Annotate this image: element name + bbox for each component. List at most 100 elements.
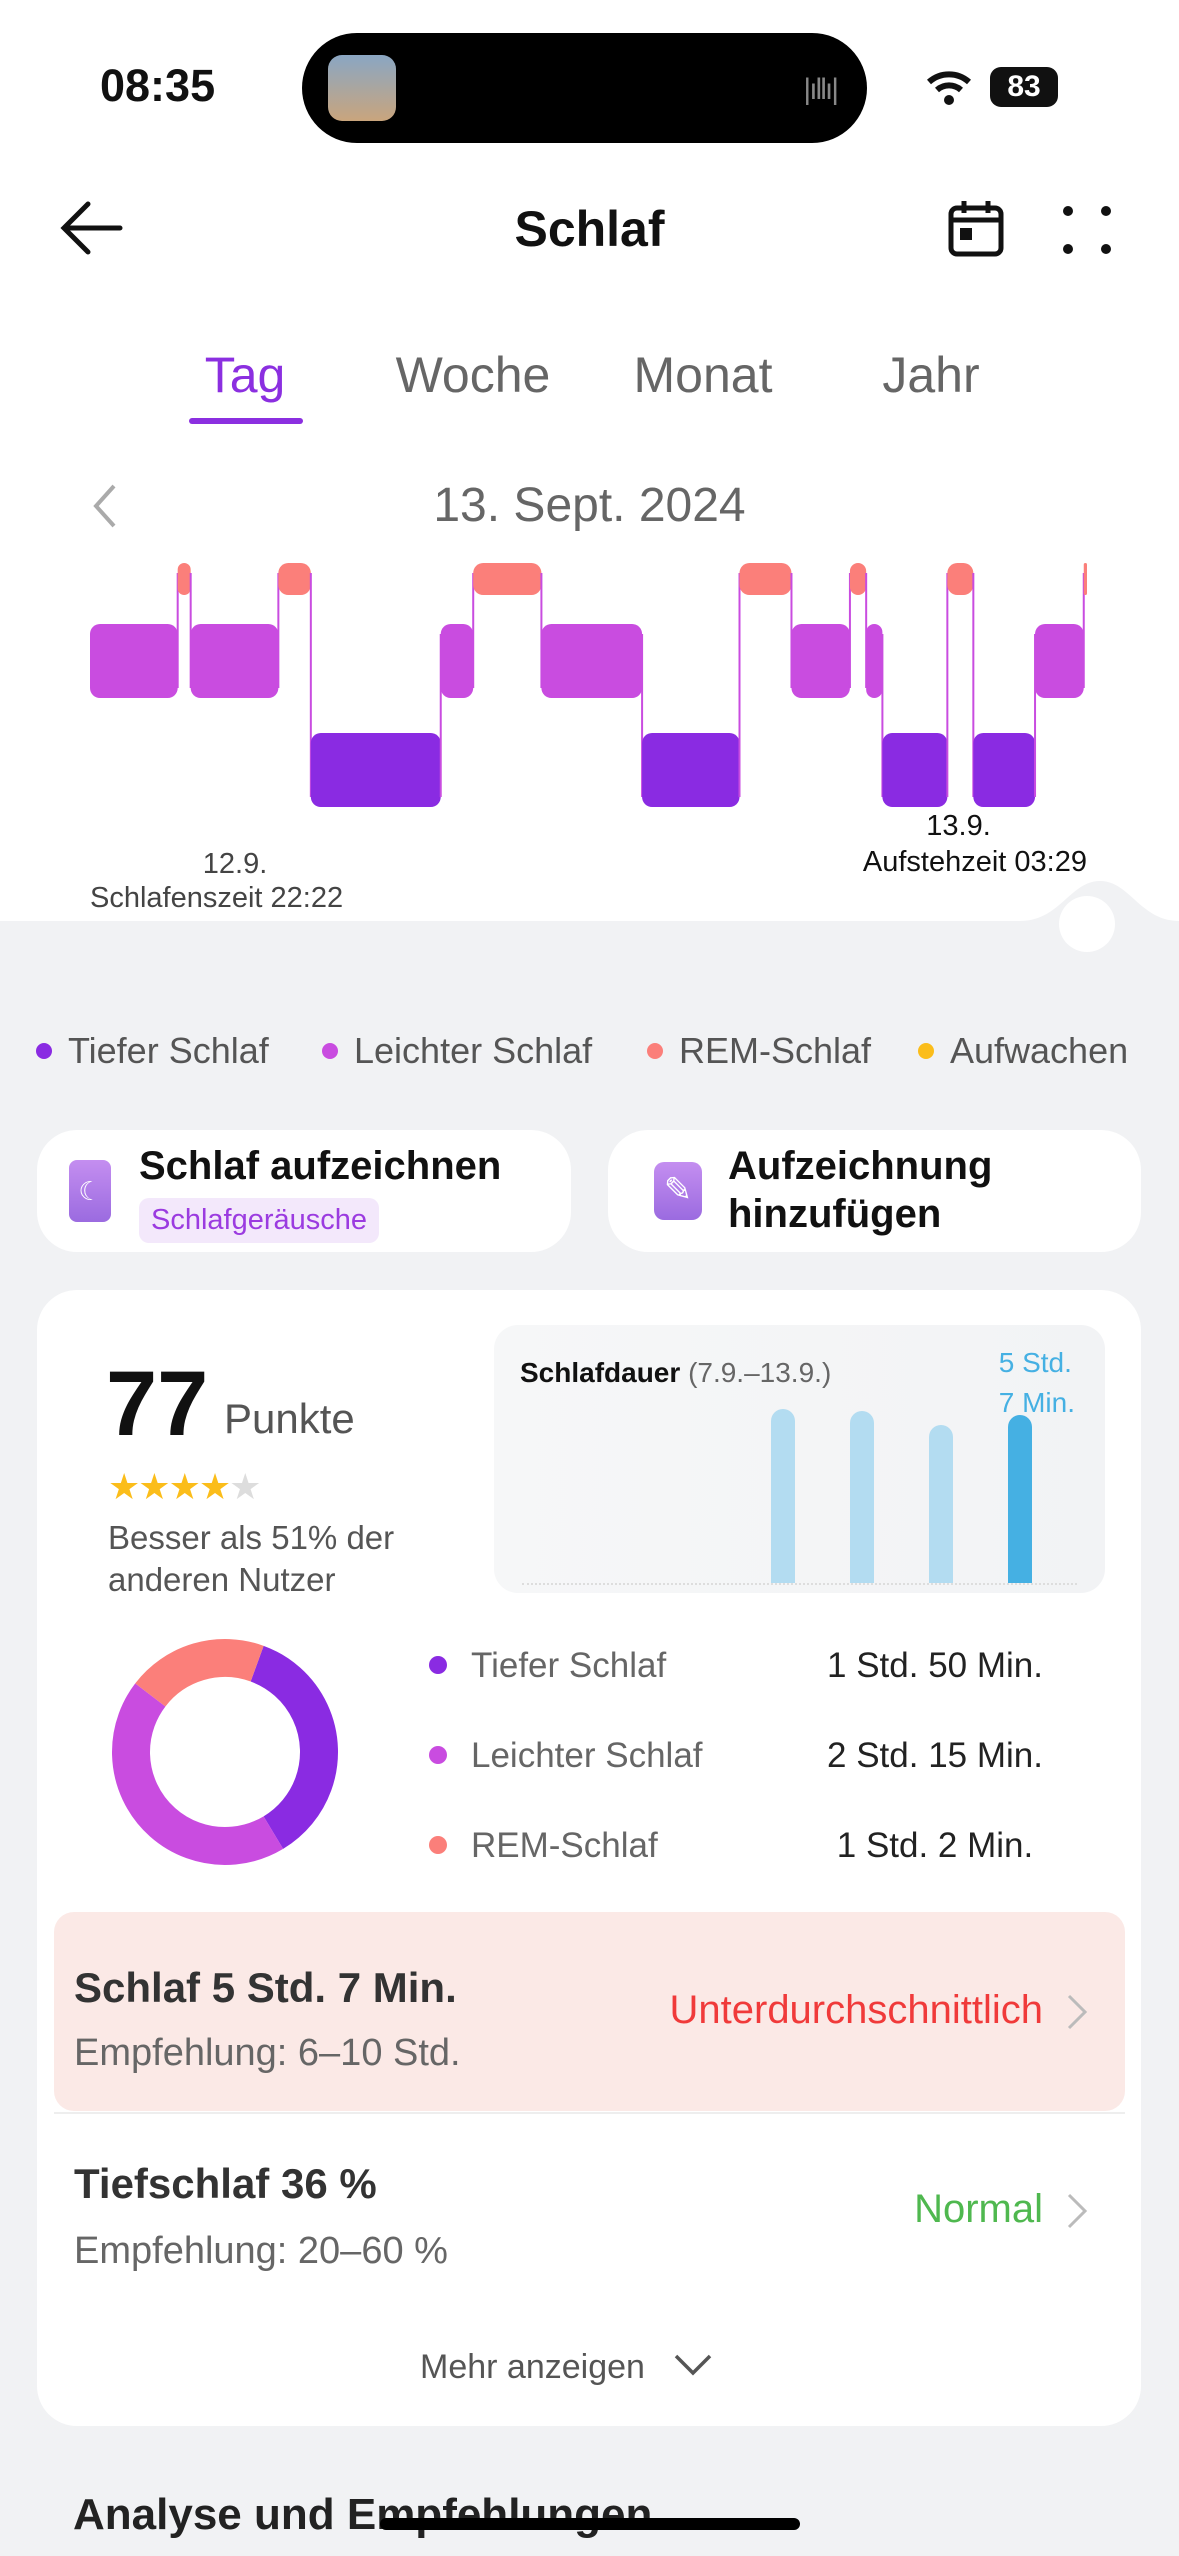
row-recommendation: Empfehlung: 6–10 Std. — [74, 2032, 461, 2074]
stage-label: REM-Schlaf — [471, 1826, 658, 1865]
star-filled-icon: ★ — [168, 1466, 201, 1507]
sleep-duration-chart[interactable]: Schlafdauer (7.9.–13.9.) 5 Std. 7 Min. — [494, 1325, 1105, 1593]
chart-baseline — [522, 1583, 1077, 1585]
section-heading: Analyse und Empfehlungen — [73, 2490, 653, 2539]
tab-week[interactable]: Woche — [395, 347, 551, 403]
chevron-right-icon — [1067, 2193, 1088, 2229]
stage-deep-segment — [642, 733, 740, 807]
end-date: 13.9. — [926, 810, 991, 842]
stage-duration: 1 Std. 50 Min. — [827, 1646, 1043, 1685]
row-title: Schlaf 5 Std. 7 Min. — [74, 1964, 457, 2011]
chevron-down-icon — [675, 2354, 712, 2376]
audio-wave-icon: |ıllı| — [803, 73, 839, 106]
stage-rem-segment — [947, 563, 974, 595]
wifi-icon — [927, 71, 971, 105]
bedtime-label: Schlafenszeit 22:22 — [90, 882, 344, 914]
deep-dot — [429, 1656, 447, 1674]
moon-phone-icon: ☾ — [69, 1160, 111, 1222]
stage-duration: 1 Std. 2 Min. — [836, 1826, 1034, 1865]
calendar-icon[interactable] — [946, 198, 1006, 258]
star-filled-icon: ★ — [108, 1466, 140, 1507]
start-date: 12.9. — [202, 848, 268, 880]
stage-deep-segment — [310, 733, 441, 807]
previous-day-chevron-icon[interactable] — [90, 482, 120, 530]
donut-light-slice — [112, 1639, 338, 1865]
row-recommendation: Empfehlung: 20–60 % — [74, 2230, 448, 2272]
star-empty-icon: ★ — [229, 1466, 261, 1507]
stage-rem-segment — [473, 563, 542, 595]
stage-label: Leichter Schlaf — [471, 1736, 703, 1775]
star-filled-icon: ★ — [198, 1466, 231, 1507]
duration-current: 5 Std. 7 Min. — [998, 1347, 1075, 1418]
stage-light-segment — [866, 624, 883, 698]
score-unit: Punkte — [224, 1395, 355, 1442]
duration-chart-title: Schlafdauer (7.9.–13.9.) — [520, 1357, 832, 1388]
stage-light-segment — [1035, 624, 1084, 698]
row-status: Normal — [914, 2187, 1043, 2231]
awake-dot — [918, 1043, 934, 1059]
divider — [54, 2112, 1125, 2114]
breakdown-rem: REM-Schlaf 1 Std. 2 Min. — [425, 1822, 1065, 1868]
active-tab-indicator — [189, 418, 303, 424]
breakdown-deep: Tiefer Schlaf 1 Std. 50 Min. — [425, 1642, 1065, 1688]
stage-duration: 2 Std. 15 Min. — [827, 1736, 1043, 1775]
legend-rem: REM-Schlaf — [647, 1030, 871, 1072]
back-arrow-icon[interactable] — [58, 200, 124, 256]
chevron-right-icon — [1067, 1994, 1088, 2030]
record-sleep-button[interactable]: ☾ Schlaf aufzeichnen Schlafgeräusche — [37, 1130, 571, 1252]
row-status: Unterdurchschnittlich — [669, 1988, 1044, 2032]
sleep-score: 77 — [106, 1353, 209, 1455]
edit-note-icon: ✎ — [654, 1162, 702, 1220]
show-more-button[interactable]: Mehr anzeigen — [420, 2348, 714, 2387]
stage-light-segment — [541, 624, 643, 698]
stage-light-segment — [791, 624, 850, 698]
stage-rem-segment — [278, 563, 311, 595]
tab-year[interactable]: Jahr — [882, 347, 980, 403]
add-record-button[interactable]: ✎ Aufzeichnung hinzufügen — [608, 1130, 1141, 1252]
status-time: 08:35 — [100, 60, 216, 111]
breakdown-light: Leichter Schlaf 2 Std. 15 Min. — [425, 1732, 1065, 1778]
stage-deep-segment — [973, 733, 1036, 807]
media-thumbnail — [328, 55, 396, 121]
more-options-icon[interactable] — [1060, 203, 1114, 257]
row-deep-sleep[interactable]: Tiefschlaf 36 % Empfehlung: 20–60 % Norm… — [54, 2113, 1125, 2311]
dynamic-island: |ıllı| — [302, 33, 867, 143]
duration-bar — [929, 1425, 953, 1583]
stage-light-segment — [90, 624, 178, 698]
stage-rem-segment — [177, 563, 191, 595]
stage-rem-segment — [739, 563, 792, 595]
legend-awake: Aufwachen — [918, 1030, 1128, 1072]
home-indicator[interactable] — [380, 2518, 800, 2530]
rem-dot — [429, 1836, 447, 1854]
tab-month[interactable]: Monat — [633, 347, 773, 403]
battery-indicator: 83 — [990, 67, 1058, 107]
star-rating: ★★★★★ — [108, 1466, 261, 1508]
duration-bar — [771, 1408, 795, 1583]
row-sleep-duration[interactable]: Schlaf 5 Std. 7 Min. Empfehlung: 6–10 St… — [54, 1912, 1125, 2111]
light-dot — [429, 1746, 447, 1764]
duration-bar — [850, 1410, 874, 1583]
row-title: Tiefschlaf 36 % — [74, 2160, 377, 2207]
legend-light: Leichter Schlaf — [322, 1030, 592, 1072]
stage-deep-segment — [882, 733, 948, 807]
stage-light-segment — [440, 624, 474, 698]
scrub-handle[interactable] — [1020, 876, 1179, 966]
star-filled-icon: ★ — [138, 1466, 170, 1507]
sleep-stage-donut — [112, 1639, 338, 1865]
add-record-label: Aufzeichnung hinzufügen — [728, 1144, 993, 1236]
current-date: 13. Sept. 2024 — [433, 479, 746, 532]
rem-dot — [647, 1043, 663, 1059]
stage-rem-segment — [849, 563, 867, 595]
legend-deep: Tiefer Schlaf — [36, 1030, 269, 1072]
sleep-sounds-tag[interactable]: Schlafgeräusche — [139, 1198, 380, 1243]
duration-bar — [1008, 1414, 1032, 1583]
page-title: Schlaf — [514, 201, 665, 257]
record-sleep-label: Schlaf aufzeichnen — [139, 1144, 502, 1188]
comparison-text: Besser als 51% der anderen Nutzer — [108, 1519, 395, 1598]
stage-light-segment — [190, 624, 279, 698]
light-dot — [322, 1043, 338, 1059]
tab-day[interactable]: Tag — [204, 347, 286, 403]
sleep-hypnogram — [90, 563, 1087, 807]
wake-time-label: Aufstehzeit 03:29 — [862, 846, 1087, 878]
donut-deep-slice — [112, 1639, 338, 1865]
